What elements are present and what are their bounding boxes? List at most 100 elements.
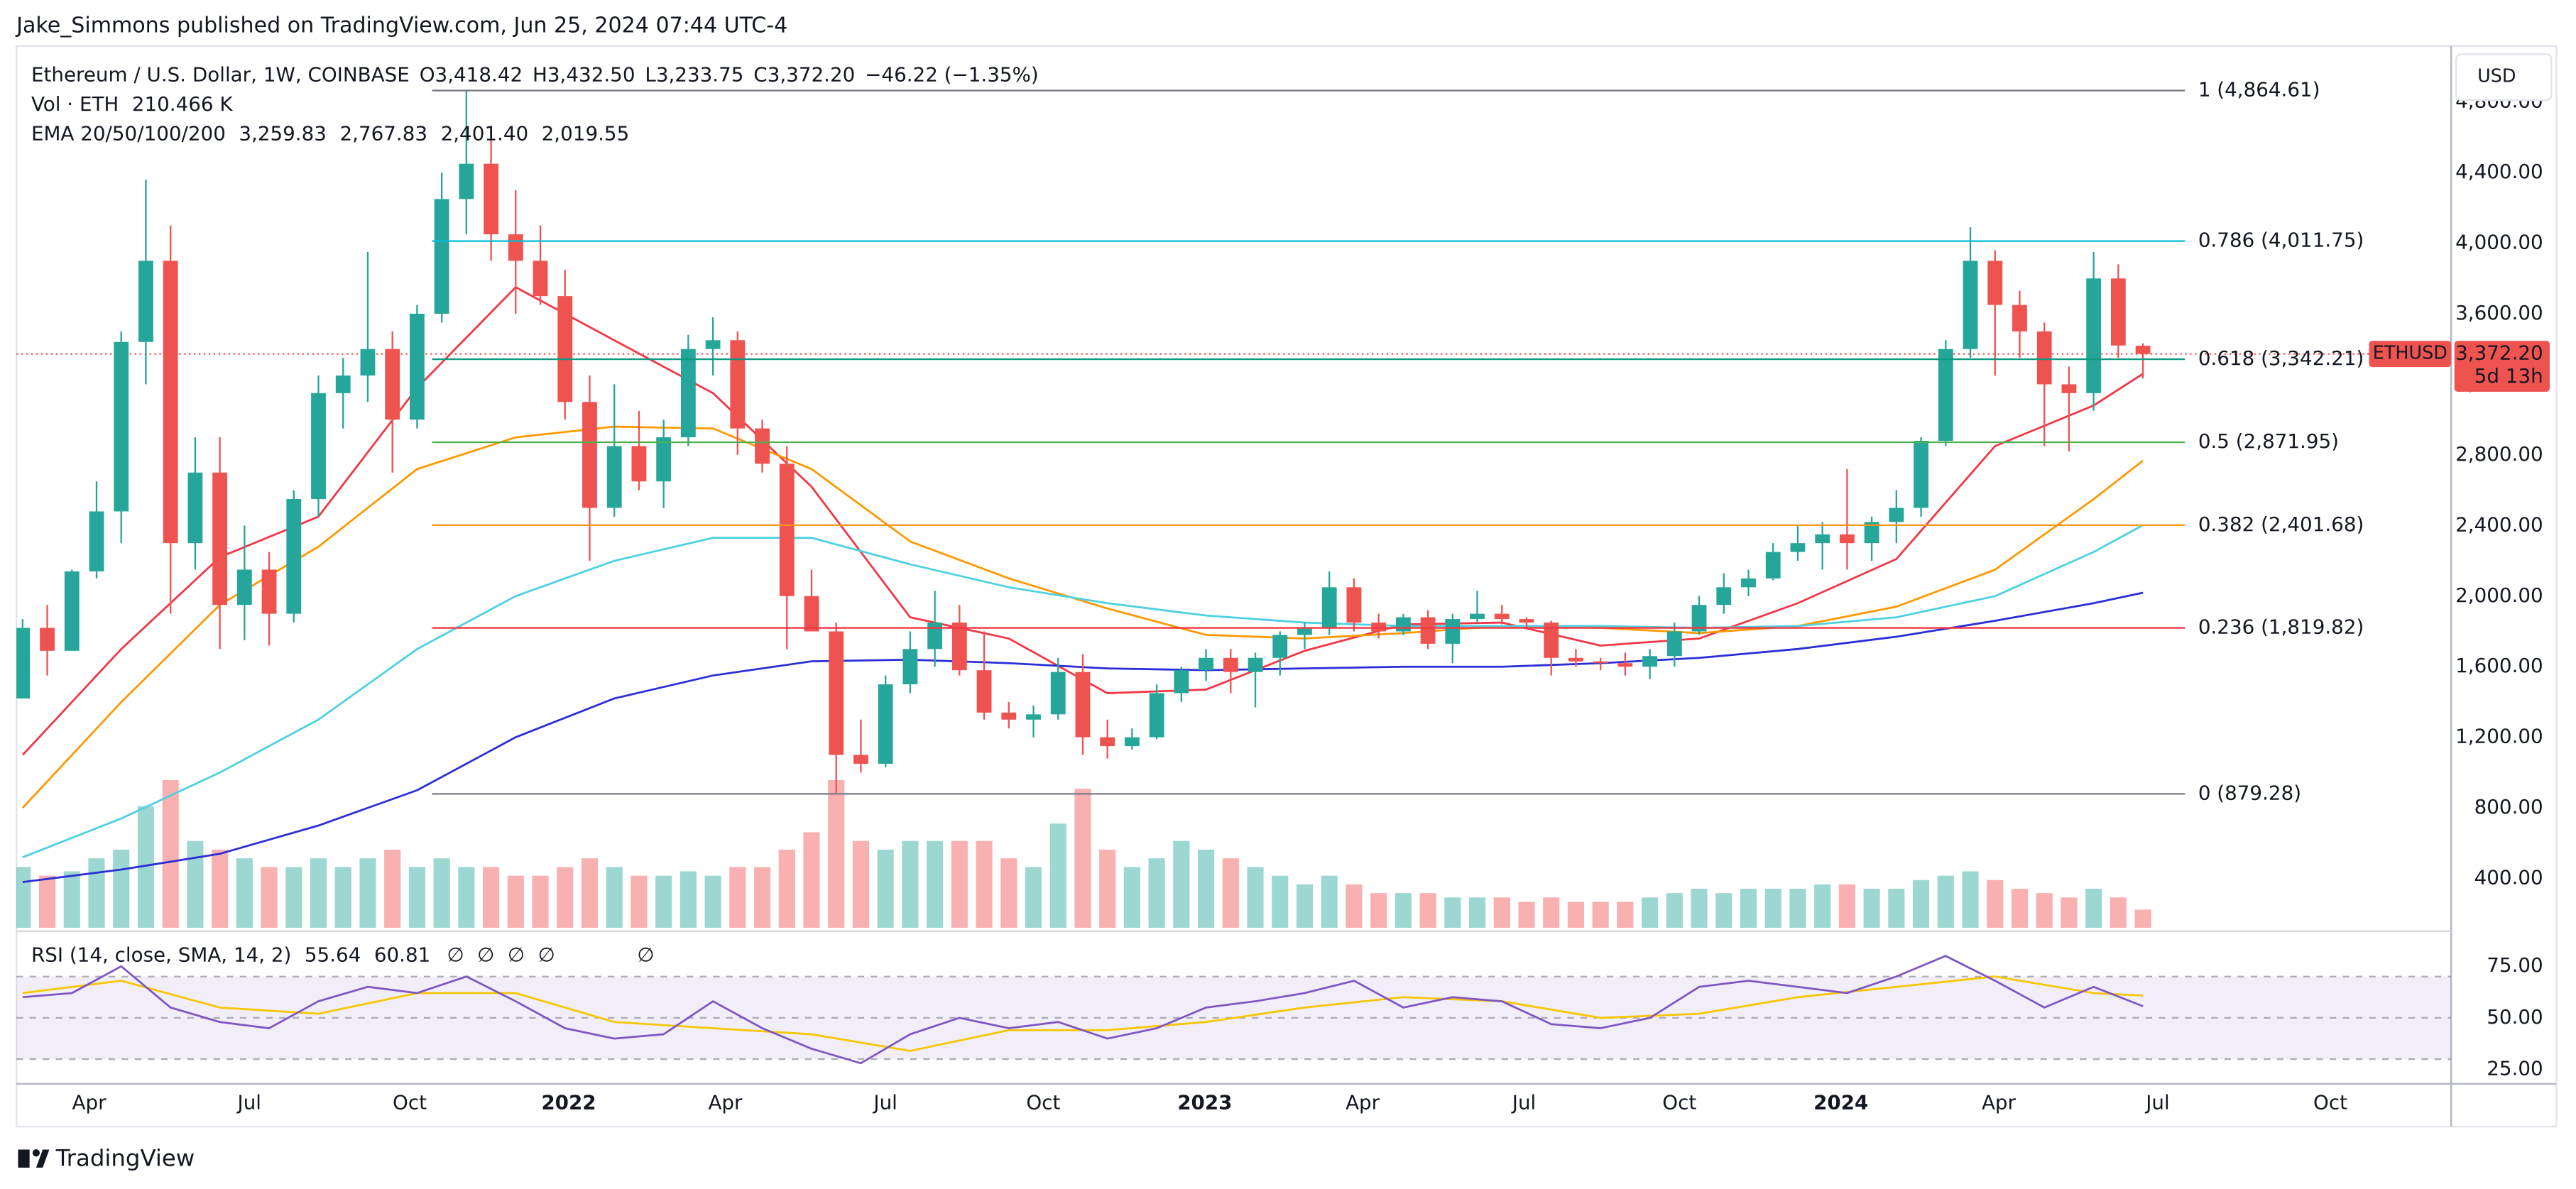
x-tick-label: Oct [393,1091,427,1114]
volume-bar [483,867,500,928]
volume-bar [803,832,820,928]
candle-body [1321,587,1337,628]
candle-body [508,234,523,261]
candle-body [1297,628,1312,635]
volume-bar [1642,897,1659,928]
volume-bar [408,867,425,928]
volume-bar [1123,867,1140,928]
fib-label: 0.382 (2,401.68) [2198,513,2364,536]
candle-body [1420,617,1436,644]
candle-body [730,340,746,429]
rsi-tick-label: 50.00 [2487,1005,2543,1029]
volume-bar [1148,858,1165,928]
volume-bar [334,867,351,928]
volume-bar [828,779,845,928]
volume-bar [2085,889,2102,928]
volume-bar [113,849,130,928]
price-tag [2454,341,2550,392]
candle-body [1519,619,1534,623]
x-tick-label: Apr [708,1091,743,1114]
fib-label: 0.786 (4,011.75) [2198,229,2364,252]
candle-body [163,261,178,544]
rsi-marker: ∅ [538,943,555,966]
volume-bar [877,849,894,928]
volume-bar [63,871,80,928]
volume-bar [927,840,944,928]
volume-bar [1296,884,1314,928]
candle-body [902,649,918,685]
candle-body [114,341,129,512]
volume-bar [778,849,795,928]
candle-body [606,446,622,508]
candle-body [1470,613,1485,620]
volume-bar [1099,849,1116,928]
volume-bar [16,867,31,928]
candle-body [2135,346,2151,354]
chart-frame [15,45,2558,1128]
x-tick-label: Jul [1511,1091,1536,1114]
candle-body [1864,522,1879,544]
volume-bar [1937,875,1954,928]
candle-body [1790,543,1806,552]
candle-body [187,472,203,544]
ema-value: 2,401.40 [441,122,529,146]
fib-label: 0 (879.28) [2198,781,2301,804]
rsi-legend: RSI (14, close, SMA, 14, 2) [31,943,291,966]
ema-line [22,524,2144,858]
y-tick-label: 1,200.00 [2455,725,2543,748]
rsi-tick-label: 25.00 [2487,1057,2543,1080]
candle-body [89,511,104,571]
candle-body [1100,737,1115,747]
candle-body [1914,440,1928,508]
candle-body [434,199,449,314]
volume-bar [1838,884,1855,928]
fib-label: 0.236 (1,819.82) [2198,615,2364,639]
volume-bar [1419,893,1436,928]
volume-bar [212,849,229,928]
candle-body [2086,278,2102,393]
volume-bar [1074,789,1091,928]
candle-body [409,313,425,420]
publisher: Jake_Simmons published on TradingView.co… [15,13,787,38]
candle-body [829,631,844,755]
symbol-tag [2369,341,2452,368]
rsi-marker: ∅ [637,943,654,966]
legend-key: C [753,62,767,86]
rsi-marker: ∅ [477,943,494,966]
candle-body [64,571,80,651]
candle-body [1075,672,1091,738]
volume-bar [1518,902,1535,928]
candle-body [927,623,943,650]
candle-body [1839,534,1855,544]
candle-body [484,163,498,235]
volume-bar [1691,889,1708,928]
volume-legend: Vol · ETH [31,92,119,116]
y-tick-label: 3,600.00 [2455,301,2543,324]
volume-bar [902,840,919,928]
volume-bar [852,840,870,928]
candle-body [335,375,351,393]
candle-body [2036,331,2052,385]
symbol-tag-text: ETHUSD [2373,343,2447,364]
y-tick-label: 1,600.00 [2455,654,2543,677]
volume-bar [236,858,253,928]
volume-bar [1543,897,1560,928]
candle-body [1617,663,1633,667]
candle-body [1001,712,1017,720]
legend-value: 3,372.20 [768,62,856,86]
volume-bar [1592,902,1609,928]
volume-bar [704,875,721,928]
candle-body [1889,508,1904,522]
volume-bar [137,806,155,928]
volume-bar [532,875,549,928]
footer-logo [18,1149,50,1168]
volume-bar [384,849,401,928]
x-tick-label: 2024 [1813,1091,1868,1114]
volume-bar [1888,889,1905,928]
volume-bar [1863,889,1880,928]
volume-bar [1987,880,2004,928]
legend-title: Ethereum / U.S. Dollar, 1W, COINBASE [31,62,410,86]
x-tick-label: Jul [872,1091,897,1114]
volume-bar [557,867,574,928]
volume-bar [1049,823,1066,928]
